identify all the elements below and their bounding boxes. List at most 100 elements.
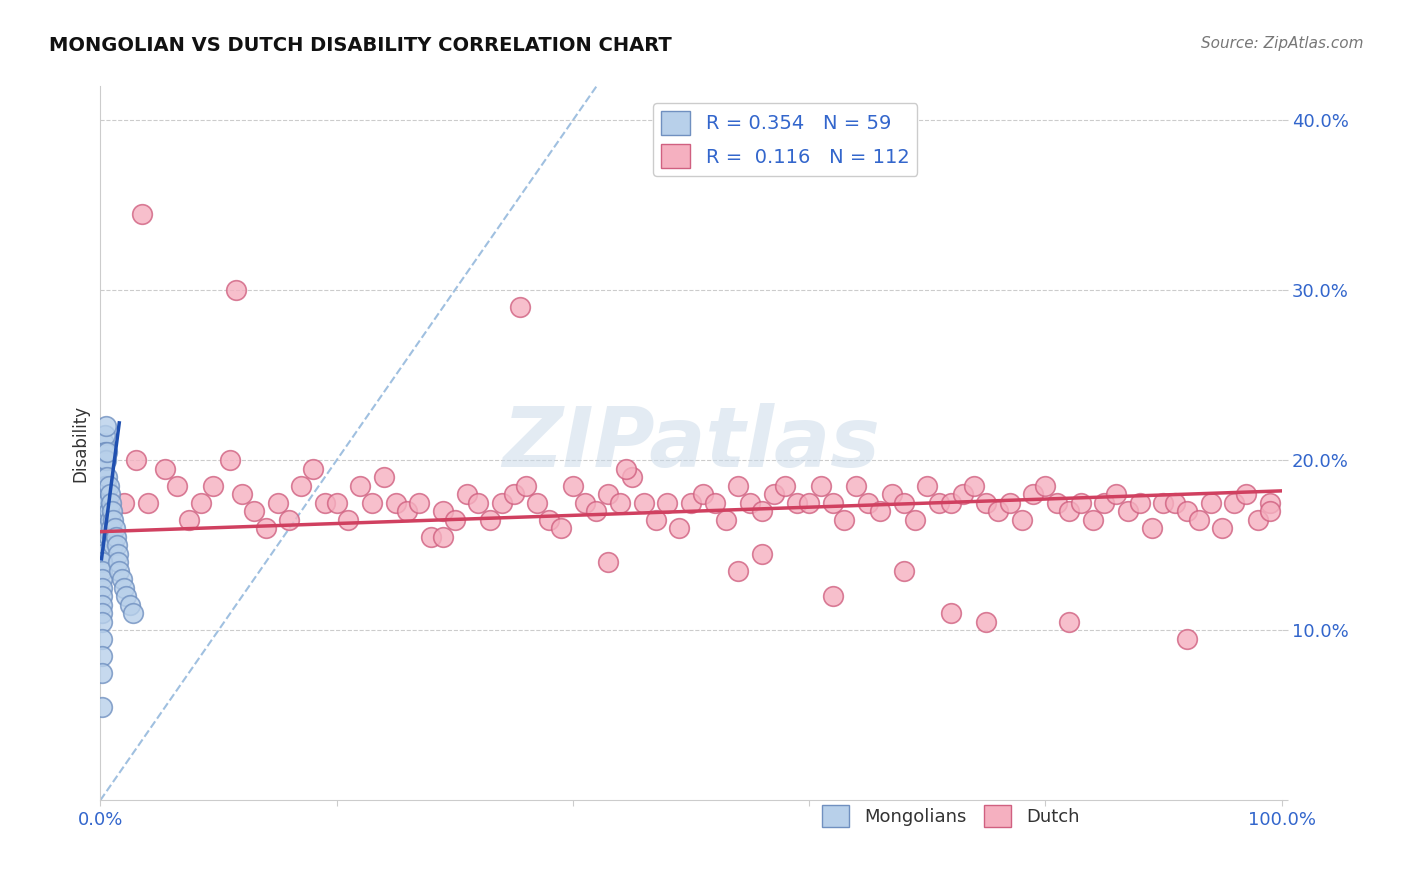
Point: [775, 479, 797, 493]
Point: [90, 665, 112, 680]
Point: [101, 504, 124, 518]
Point: [939, 607, 962, 621]
Point: [278, 513, 301, 527]
Point: [91, 547, 114, 561]
Point: [928, 496, 950, 510]
Point: [177, 513, 200, 527]
Point: [90, 598, 112, 612]
Point: [90, 648, 112, 663]
Point: [384, 496, 406, 510]
Point: [101, 530, 124, 544]
Point: [96, 419, 118, 434]
Point: [904, 513, 927, 527]
Point: [94, 444, 117, 458]
Point: [219, 453, 242, 467]
Point: [105, 538, 128, 552]
Point: [561, 479, 583, 493]
Point: [893, 564, 915, 578]
Point: [103, 513, 125, 527]
Point: [98, 513, 121, 527]
Point: [1247, 513, 1270, 527]
Point: [97, 504, 120, 518]
Point: [90, 607, 112, 621]
Point: [420, 530, 443, 544]
Point: [201, 479, 224, 493]
Point: [1022, 487, 1045, 501]
Point: [1070, 496, 1092, 510]
Point: [91, 496, 114, 510]
Point: [893, 496, 915, 510]
Point: [998, 496, 1021, 510]
Point: [432, 504, 454, 518]
Point: [727, 479, 749, 493]
Point: [361, 496, 384, 510]
Point: [679, 496, 702, 510]
Point: [456, 487, 478, 501]
Point: [104, 530, 127, 544]
Point: [94, 427, 117, 442]
Point: [1057, 504, 1080, 518]
Point: [225, 283, 247, 297]
Point: [574, 496, 596, 510]
Point: [349, 479, 371, 493]
Point: [97, 530, 120, 544]
Point: [598, 487, 620, 501]
Point: [90, 615, 112, 629]
Point: [974, 615, 997, 629]
Point: [100, 521, 122, 535]
Point: [952, 487, 974, 501]
Point: [91, 462, 114, 476]
Point: [834, 513, 856, 527]
Point: [96, 479, 118, 493]
Point: [302, 462, 325, 476]
Point: [103, 538, 125, 552]
Point: [90, 555, 112, 569]
Point: [1057, 615, 1080, 629]
Point: [880, 487, 903, 501]
Point: [266, 496, 288, 510]
Point: [538, 513, 561, 527]
Point: [96, 496, 118, 510]
Point: [657, 496, 679, 510]
Point: [974, 496, 997, 510]
Point: [786, 496, 808, 510]
Point: [103, 521, 125, 535]
Point: [633, 496, 655, 510]
Point: [98, 487, 121, 501]
Point: [94, 479, 117, 493]
Point: [166, 479, 188, 493]
Point: [620, 470, 643, 484]
Point: [915, 479, 938, 493]
Point: [1140, 521, 1163, 535]
Point: [963, 479, 986, 493]
Point: [112, 581, 135, 595]
Point: [110, 572, 132, 586]
Point: [939, 496, 962, 510]
Point: [325, 496, 347, 510]
Text: ZIPatlas: ZIPatlas: [502, 403, 880, 483]
Point: [762, 487, 785, 501]
Point: [987, 504, 1010, 518]
Point: [509, 301, 531, 315]
Point: [94, 496, 117, 510]
Point: [443, 513, 465, 527]
Text: MONGOLIAN VS DUTCH DISABILITY CORRELATION CHART: MONGOLIAN VS DUTCH DISABILITY CORRELATIO…: [49, 36, 672, 54]
Point: [738, 496, 761, 510]
Point: [1223, 496, 1246, 510]
Point: [716, 513, 738, 527]
Y-axis label: Disability: Disability: [72, 405, 89, 482]
Point: [1164, 496, 1187, 510]
Point: [118, 598, 141, 612]
Point: [93, 504, 115, 518]
Point: [1211, 521, 1233, 535]
Point: [290, 479, 312, 493]
Point: [810, 479, 832, 493]
Point: [1199, 496, 1222, 510]
Point: [96, 444, 118, 458]
Point: [93, 436, 115, 450]
Point: [869, 504, 891, 518]
Point: [432, 530, 454, 544]
Point: [136, 496, 159, 510]
Point: [1234, 487, 1257, 501]
Point: [91, 479, 114, 493]
